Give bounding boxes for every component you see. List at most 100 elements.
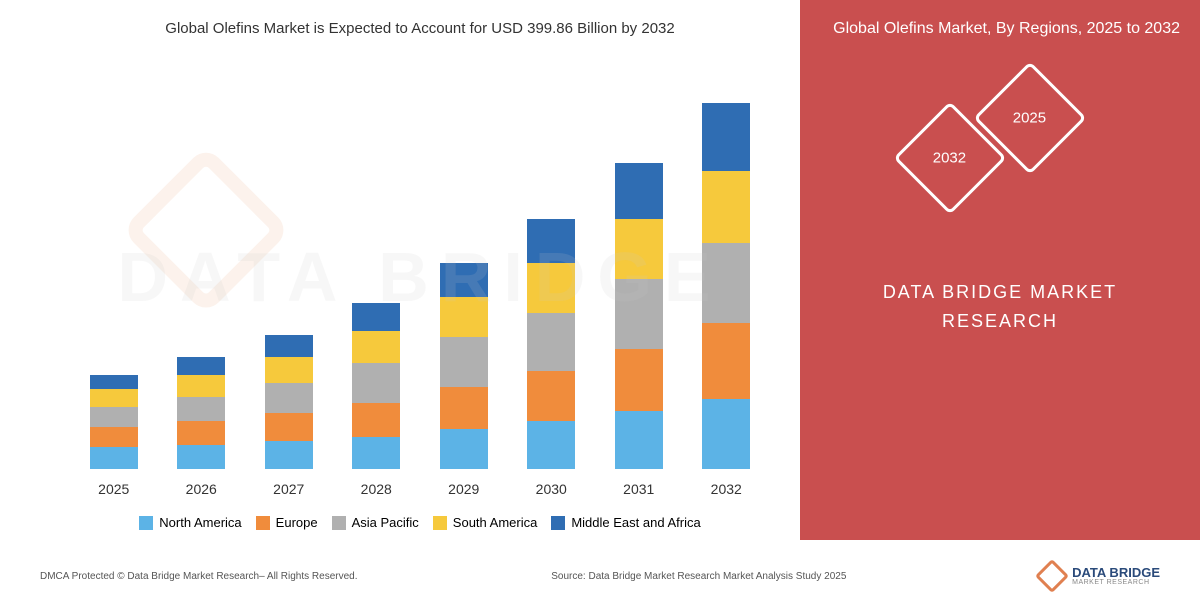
bar-group: 2025 — [84, 375, 144, 497]
legend: North America Europe Asia Pacific South Ame… — [60, 515, 780, 530]
legend-swatch-icon — [551, 516, 565, 530]
x-axis-label: 2026 — [186, 481, 217, 497]
bar-stack — [527, 219, 575, 469]
bar-segment — [440, 297, 488, 337]
bar-segment — [702, 243, 750, 323]
chart-title: Global Olefins Market is Expected to Acc… — [60, 20, 780, 37]
bar-segment — [90, 447, 138, 469]
legend-item: South America — [433, 515, 538, 530]
legend-item: Asia Pacific — [332, 515, 419, 530]
bar-segment — [527, 219, 575, 263]
bar-group: 2031 — [609, 163, 669, 497]
bar-segment — [702, 103, 750, 171]
bar-segment — [177, 421, 225, 445]
legend-label: Middle East and Africa — [571, 515, 700, 530]
bar-segment — [440, 263, 488, 297]
bar-segment — [440, 337, 488, 387]
bar-segment — [90, 375, 138, 389]
bar-segment — [527, 313, 575, 371]
logo-text-wrap: DATA BRIDGE MARKET RESEARCH — [1072, 566, 1160, 586]
legend-label: Asia Pacific — [352, 515, 419, 530]
footer-dmca: DMCA Protected © Data Bridge Market Rese… — [40, 571, 358, 582]
bar-segment — [615, 279, 663, 349]
bar-stack — [440, 263, 488, 469]
bar-group: 2029 — [434, 263, 494, 497]
bar-group: 2030 — [521, 219, 581, 497]
legend-item: Middle East and Africa — [551, 515, 700, 530]
bar-segment — [440, 429, 488, 469]
legend-label: Europe — [276, 515, 318, 530]
x-axis-label: 2025 — [98, 481, 129, 497]
hex-badge-label: 2032 — [933, 150, 966, 167]
bar-segment — [177, 397, 225, 421]
bar-segment — [702, 323, 750, 399]
x-axis-label: 2032 — [711, 481, 742, 497]
bar-segment — [90, 389, 138, 407]
chart-area: DATA BRIDGE 2025202620272028202920302031… — [60, 57, 780, 497]
bar-stack — [177, 357, 225, 469]
bar-segment — [352, 331, 400, 363]
legend-swatch-icon — [433, 516, 447, 530]
bar-group: 2026 — [171, 357, 231, 497]
footer: DMCA Protected © Data Bridge Market Rese… — [0, 552, 1200, 600]
bar-segment — [90, 407, 138, 427]
brand-text: DATA BRIDGE MARKET RESEARCH — [883, 278, 1117, 336]
x-axis-label: 2029 — [448, 481, 479, 497]
bar-segment — [265, 413, 313, 441]
bar-segment — [615, 411, 663, 469]
right-panel: Global Olefins Market, By Regions, 2025 … — [800, 0, 1200, 540]
brand-line-1: DATA BRIDGE MARKET — [883, 278, 1117, 307]
logo-hex-icon — [1035, 559, 1069, 593]
brand-line-2: RESEARCH — [883, 307, 1117, 336]
bar-segment — [177, 375, 225, 397]
bar-segment — [527, 263, 575, 313]
legend-swatch-icon — [139, 516, 153, 530]
chart-panel: Global Olefins Market is Expected to Acc… — [0, 0, 800, 540]
bar-segment — [615, 349, 663, 411]
footer-logo: DATA BRIDGE MARKET RESEARCH — [1040, 564, 1160, 588]
watermark-hex-icon — [122, 145, 292, 315]
bar-stack — [265, 335, 313, 469]
bar-segment — [177, 357, 225, 375]
bar-segment — [440, 387, 488, 429]
legend-item: North America — [139, 515, 241, 530]
right-panel-title: Global Olefins Market, By Regions, 2025 … — [833, 20, 1180, 38]
hex-badge-group: 2032 2025 — [890, 68, 1110, 228]
legend-swatch-icon — [332, 516, 346, 530]
hex-badge-label: 2025 — [1013, 110, 1046, 127]
bar-stack — [90, 375, 138, 469]
legend-item: Europe — [256, 515, 318, 530]
bar-stack — [702, 103, 750, 469]
bar-segment — [615, 219, 663, 279]
bar-segment — [265, 335, 313, 357]
bar-group: 2027 — [259, 335, 319, 497]
bar-segment — [265, 383, 313, 413]
x-axis-label: 2027 — [273, 481, 304, 497]
x-axis-label: 2028 — [361, 481, 392, 497]
bar-stack — [615, 163, 663, 469]
bar-segment — [702, 399, 750, 469]
bar-group: 2028 — [346, 303, 406, 497]
bar-segment — [352, 303, 400, 331]
bar-segment — [265, 357, 313, 383]
bar-segment — [702, 171, 750, 243]
bar-segment — [352, 437, 400, 469]
bar-segment — [177, 445, 225, 469]
logo-sub: MARKET RESEARCH — [1072, 579, 1160, 586]
bar-segment — [90, 427, 138, 447]
logo-name: DATA BRIDGE — [1072, 566, 1160, 579]
bar-segment — [615, 163, 663, 219]
bar-segment — [352, 363, 400, 403]
legend-label: South America — [453, 515, 538, 530]
bar-group: 2032 — [696, 103, 756, 497]
x-axis-label: 2030 — [536, 481, 567, 497]
bar-segment — [265, 441, 313, 469]
main-container: Global Olefins Market is Expected to Acc… — [0, 0, 1200, 540]
bar-stack — [352, 303, 400, 469]
footer-source: Source: Data Bridge Market Research Mark… — [551, 571, 846, 582]
legend-swatch-icon — [256, 516, 270, 530]
bar-segment — [352, 403, 400, 437]
bar-segment — [527, 371, 575, 421]
legend-label: North America — [159, 515, 241, 530]
bar-segment — [527, 421, 575, 469]
